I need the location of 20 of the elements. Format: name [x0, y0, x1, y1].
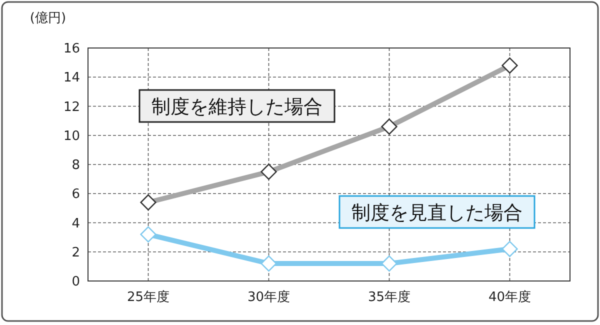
y-axis-title: (億円) [30, 11, 66, 26]
y-tick-label: 6 [72, 187, 80, 202]
y-tick-label: 12 [63, 100, 80, 115]
y-tick-label: 10 [63, 128, 80, 144]
point [260, 255, 277, 272]
series-label: 制度を見直した場合 [352, 202, 522, 224]
y-tick-label: 14 [63, 70, 80, 86]
series-label: 制度を維持した場合 [152, 96, 322, 118]
y-tick-label: 4 [72, 216, 80, 232]
y-tick-label: 8 [72, 158, 80, 174]
point [502, 240, 518, 258]
point [140, 226, 156, 242]
x-tick-label: 35年度 [368, 289, 411, 305]
x-tick-label: 30年度 [247, 289, 290, 305]
x-tick-label: 40年度 [488, 289, 532, 305]
y-tick-label: 0 [72, 274, 80, 290]
y-tick-label: 16 [63, 42, 80, 57]
y-tick-label: 2 [72, 245, 80, 260]
point [381, 255, 398, 272]
x-tick-label: 25年度 [126, 289, 170, 305]
